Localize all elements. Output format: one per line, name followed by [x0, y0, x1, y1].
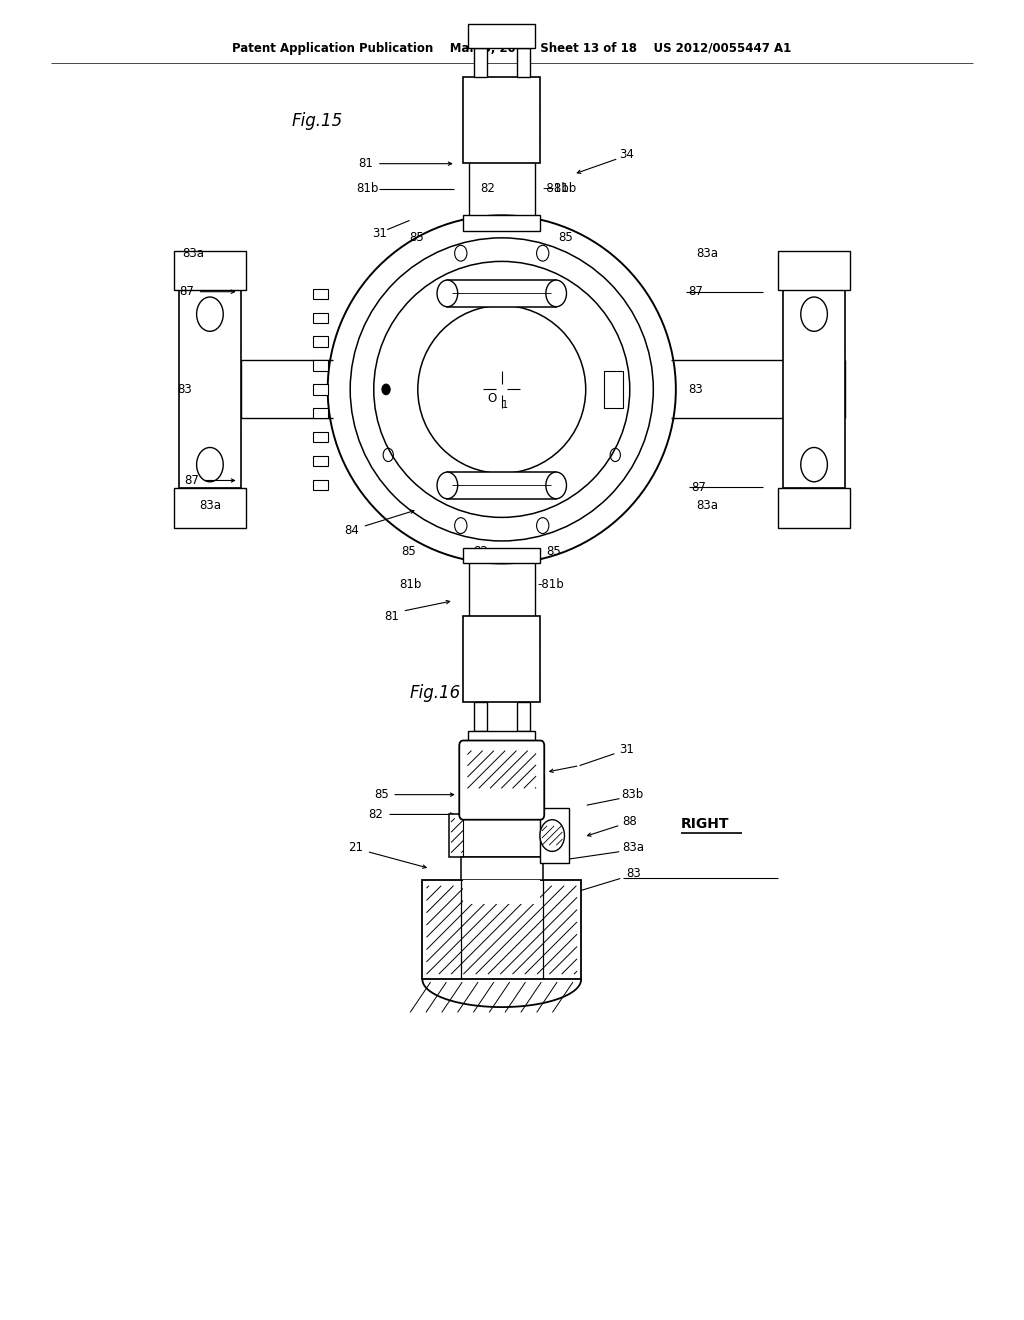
- Text: 34: 34: [620, 148, 635, 161]
- Bar: [469, 731, 535, 755]
- Text: 81b: 81b: [399, 578, 422, 591]
- Text: 83a: 83a: [696, 499, 718, 512]
- Text: -81b: -81b: [538, 578, 564, 591]
- Bar: [516, 48, 530, 77]
- Text: 21: 21: [348, 841, 364, 854]
- Text: 83a: 83a: [623, 841, 644, 854]
- Bar: [313, 313, 328, 323]
- Text: 81: 81: [358, 157, 374, 170]
- Text: 87: 87: [179, 285, 195, 298]
- Circle shape: [437, 473, 458, 499]
- Text: Patent Application Publication    Mar. 8, 2012  Sheet 13 of 18    US 2012/005544: Patent Application Publication Mar. 8, 2…: [232, 42, 792, 55]
- Bar: [179, 290, 241, 488]
- Text: 1: 1: [502, 400, 508, 411]
- Bar: [447, 473, 556, 499]
- Text: Fig.15: Fig.15: [292, 112, 343, 131]
- Text: 85: 85: [401, 545, 416, 558]
- Text: 81a: 81a: [466, 640, 488, 653]
- Bar: [313, 289, 328, 298]
- Text: 83a: 83a: [182, 247, 204, 260]
- Bar: [463, 880, 541, 904]
- Text: 83: 83: [688, 383, 702, 396]
- Text: 82: 82: [480, 182, 495, 195]
- Text: 87: 87: [688, 285, 703, 298]
- Circle shape: [540, 820, 564, 851]
- FancyBboxPatch shape: [459, 741, 545, 820]
- Text: −81b: −81b: [545, 182, 577, 195]
- Bar: [463, 746, 541, 814]
- Text: 87: 87: [184, 474, 200, 487]
- Bar: [778, 488, 850, 528]
- Text: 83: 83: [177, 383, 191, 396]
- Text: 83a: 83a: [696, 247, 718, 260]
- Bar: [313, 337, 328, 347]
- Bar: [313, 455, 328, 466]
- Bar: [461, 857, 543, 880]
- Bar: [313, 480, 328, 490]
- Text: 81a: 81a: [474, 103, 497, 116]
- Text: 81: 81: [384, 610, 399, 623]
- Bar: [313, 360, 328, 371]
- Text: O: O: [487, 392, 497, 405]
- Text: 21d: 21d: [475, 921, 498, 935]
- Bar: [463, 215, 541, 231]
- Bar: [516, 702, 530, 731]
- Text: 31: 31: [620, 743, 635, 756]
- Bar: [783, 290, 845, 488]
- Bar: [469, 24, 535, 48]
- Bar: [313, 384, 328, 395]
- Text: 88: 88: [623, 814, 637, 828]
- Bar: [473, 48, 487, 77]
- Text: 82: 82: [473, 545, 487, 558]
- Text: 31: 31: [372, 227, 387, 240]
- Text: 85: 85: [374, 788, 388, 801]
- Bar: [174, 251, 246, 290]
- Text: -81b: -81b: [543, 182, 569, 195]
- Bar: [449, 814, 555, 857]
- Circle shape: [437, 280, 458, 306]
- Text: 83: 83: [627, 867, 641, 880]
- Text: Fig.16: Fig.16: [410, 684, 461, 702]
- Bar: [174, 488, 246, 528]
- Bar: [541, 808, 569, 863]
- Bar: [463, 616, 541, 702]
- Bar: [313, 408, 328, 418]
- Text: 81b: 81b: [356, 182, 379, 195]
- Text: 84: 84: [344, 524, 359, 537]
- Text: 87: 87: [691, 480, 707, 494]
- Bar: [313, 432, 328, 442]
- Text: 83a: 83a: [200, 499, 221, 512]
- Text: 82: 82: [369, 808, 384, 821]
- Circle shape: [546, 280, 566, 306]
- Bar: [447, 280, 556, 306]
- Bar: [422, 880, 582, 979]
- Bar: [463, 77, 541, 162]
- Text: 83b: 83b: [622, 788, 644, 801]
- Bar: [463, 548, 541, 564]
- Text: 85: 85: [546, 545, 560, 558]
- Bar: [778, 251, 850, 290]
- Circle shape: [382, 384, 390, 395]
- Text: 85: 85: [558, 231, 572, 244]
- Bar: [604, 371, 623, 408]
- Text: RIGHT: RIGHT: [681, 817, 729, 830]
- Bar: [473, 702, 487, 731]
- Text: 85: 85: [410, 231, 424, 244]
- Circle shape: [546, 473, 566, 499]
